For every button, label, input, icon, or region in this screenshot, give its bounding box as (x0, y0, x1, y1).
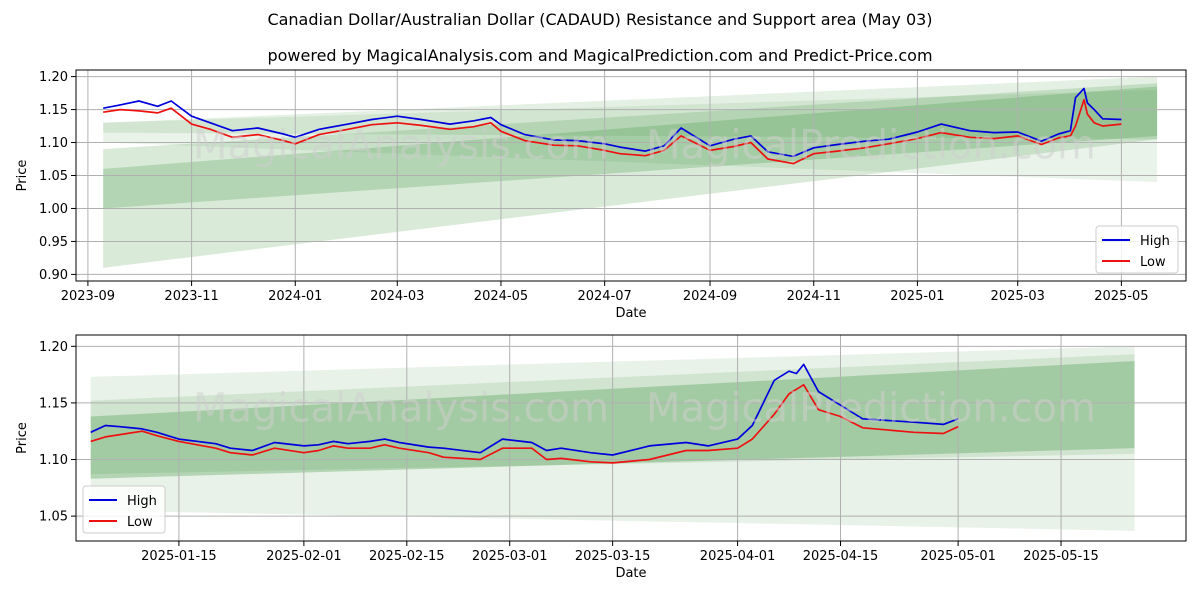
x-tick-label: 2025-05-15 (1023, 549, 1099, 564)
x-tick-label: 2024-03 (370, 289, 424, 304)
legend: High Low (82, 485, 166, 534)
x-tick-label: 2024-01 (268, 289, 322, 304)
y-tick-label: 1.05 (39, 510, 68, 525)
y-axis-label: Price (15, 422, 30, 454)
legend-label-high: High (127, 494, 157, 509)
y-tick-label: 1.20 (39, 70, 68, 85)
series-group (90, 363, 959, 464)
watermark-text: MagicalAnalysis.com (193, 386, 609, 432)
y-tick-label: 1.15 (39, 396, 68, 411)
legend-label-low: Low (127, 515, 153, 530)
series-line-high (90, 363, 959, 456)
y-tick-label: 1.05 (39, 169, 68, 184)
x-tick-label: 2025-02-15 (369, 549, 445, 564)
support-resistance-band (103, 76, 1158, 140)
y-tick-label: 1.00 (39, 202, 68, 217)
x-tick-label: 2025-05-01 (920, 549, 996, 564)
support-resistance-band (103, 86, 1158, 209)
chart-title: Canadian Dollar/Australian Dollar (CADAU… (267, 10, 933, 29)
series-line-high (103, 87, 1122, 158)
legend: High Low (1095, 225, 1179, 274)
legend-label-high: High (1140, 234, 1170, 249)
x-tick-label: 2025-04-01 (700, 549, 776, 564)
x-tick-label: 2024-07 (577, 289, 631, 304)
x-tick-label: 2025-02-01 (266, 549, 342, 564)
y-tick-label: 1.10 (39, 136, 68, 151)
x-tick-label: 2023-09 (61, 289, 115, 304)
legend-label-low: Low (1140, 255, 1166, 270)
x-tick-label: 2025-03-15 (575, 549, 651, 564)
y-tick-label: 0.90 (39, 268, 68, 283)
watermark-text: MagicalPrediction.com (646, 123, 1096, 169)
y-tick-label: 1.10 (39, 453, 68, 468)
support-resistance-band (103, 89, 1158, 183)
x-tick-label: 2023-11 (164, 289, 218, 304)
y-tick-label: 1.15 (39, 103, 68, 118)
x-tick-label: 2025-05 (1094, 289, 1148, 304)
x-tick-label: 2025-01-15 (141, 549, 217, 564)
band-group (103, 76, 1158, 268)
x-axis-label: Date (615, 566, 646, 581)
series-line-low (103, 98, 1122, 165)
chart-subtitle: powered by MagicalAnalysis.com and Magic… (267, 46, 933, 65)
x-tick-label: 2024-11 (787, 289, 841, 304)
series-line-low (90, 383, 959, 464)
x-tick-label: 2025-01 (890, 289, 944, 304)
x-tick-label: 2024-05 (474, 289, 528, 304)
y-axis-label: Price (15, 160, 30, 192)
x-tick-label: 2025-03-01 (472, 549, 548, 564)
series-group (103, 87, 1122, 165)
plot-frame (75, 334, 1187, 542)
x-tick-label: 2024-09 (683, 289, 737, 304)
plot-frame (75, 69, 1187, 282)
x-axis-label: Date (615, 306, 646, 321)
y-tick-label: 0.95 (39, 235, 68, 250)
x-tick-label: 2025-03 (991, 289, 1045, 304)
y-tick-label: 1.20 (39, 340, 68, 355)
watermark-text: MagicalPrediction.com (646, 386, 1096, 432)
x-tick-label: 2025-04-15 (803, 549, 879, 564)
watermark-text: MagicalAnalysis.com (193, 123, 609, 169)
